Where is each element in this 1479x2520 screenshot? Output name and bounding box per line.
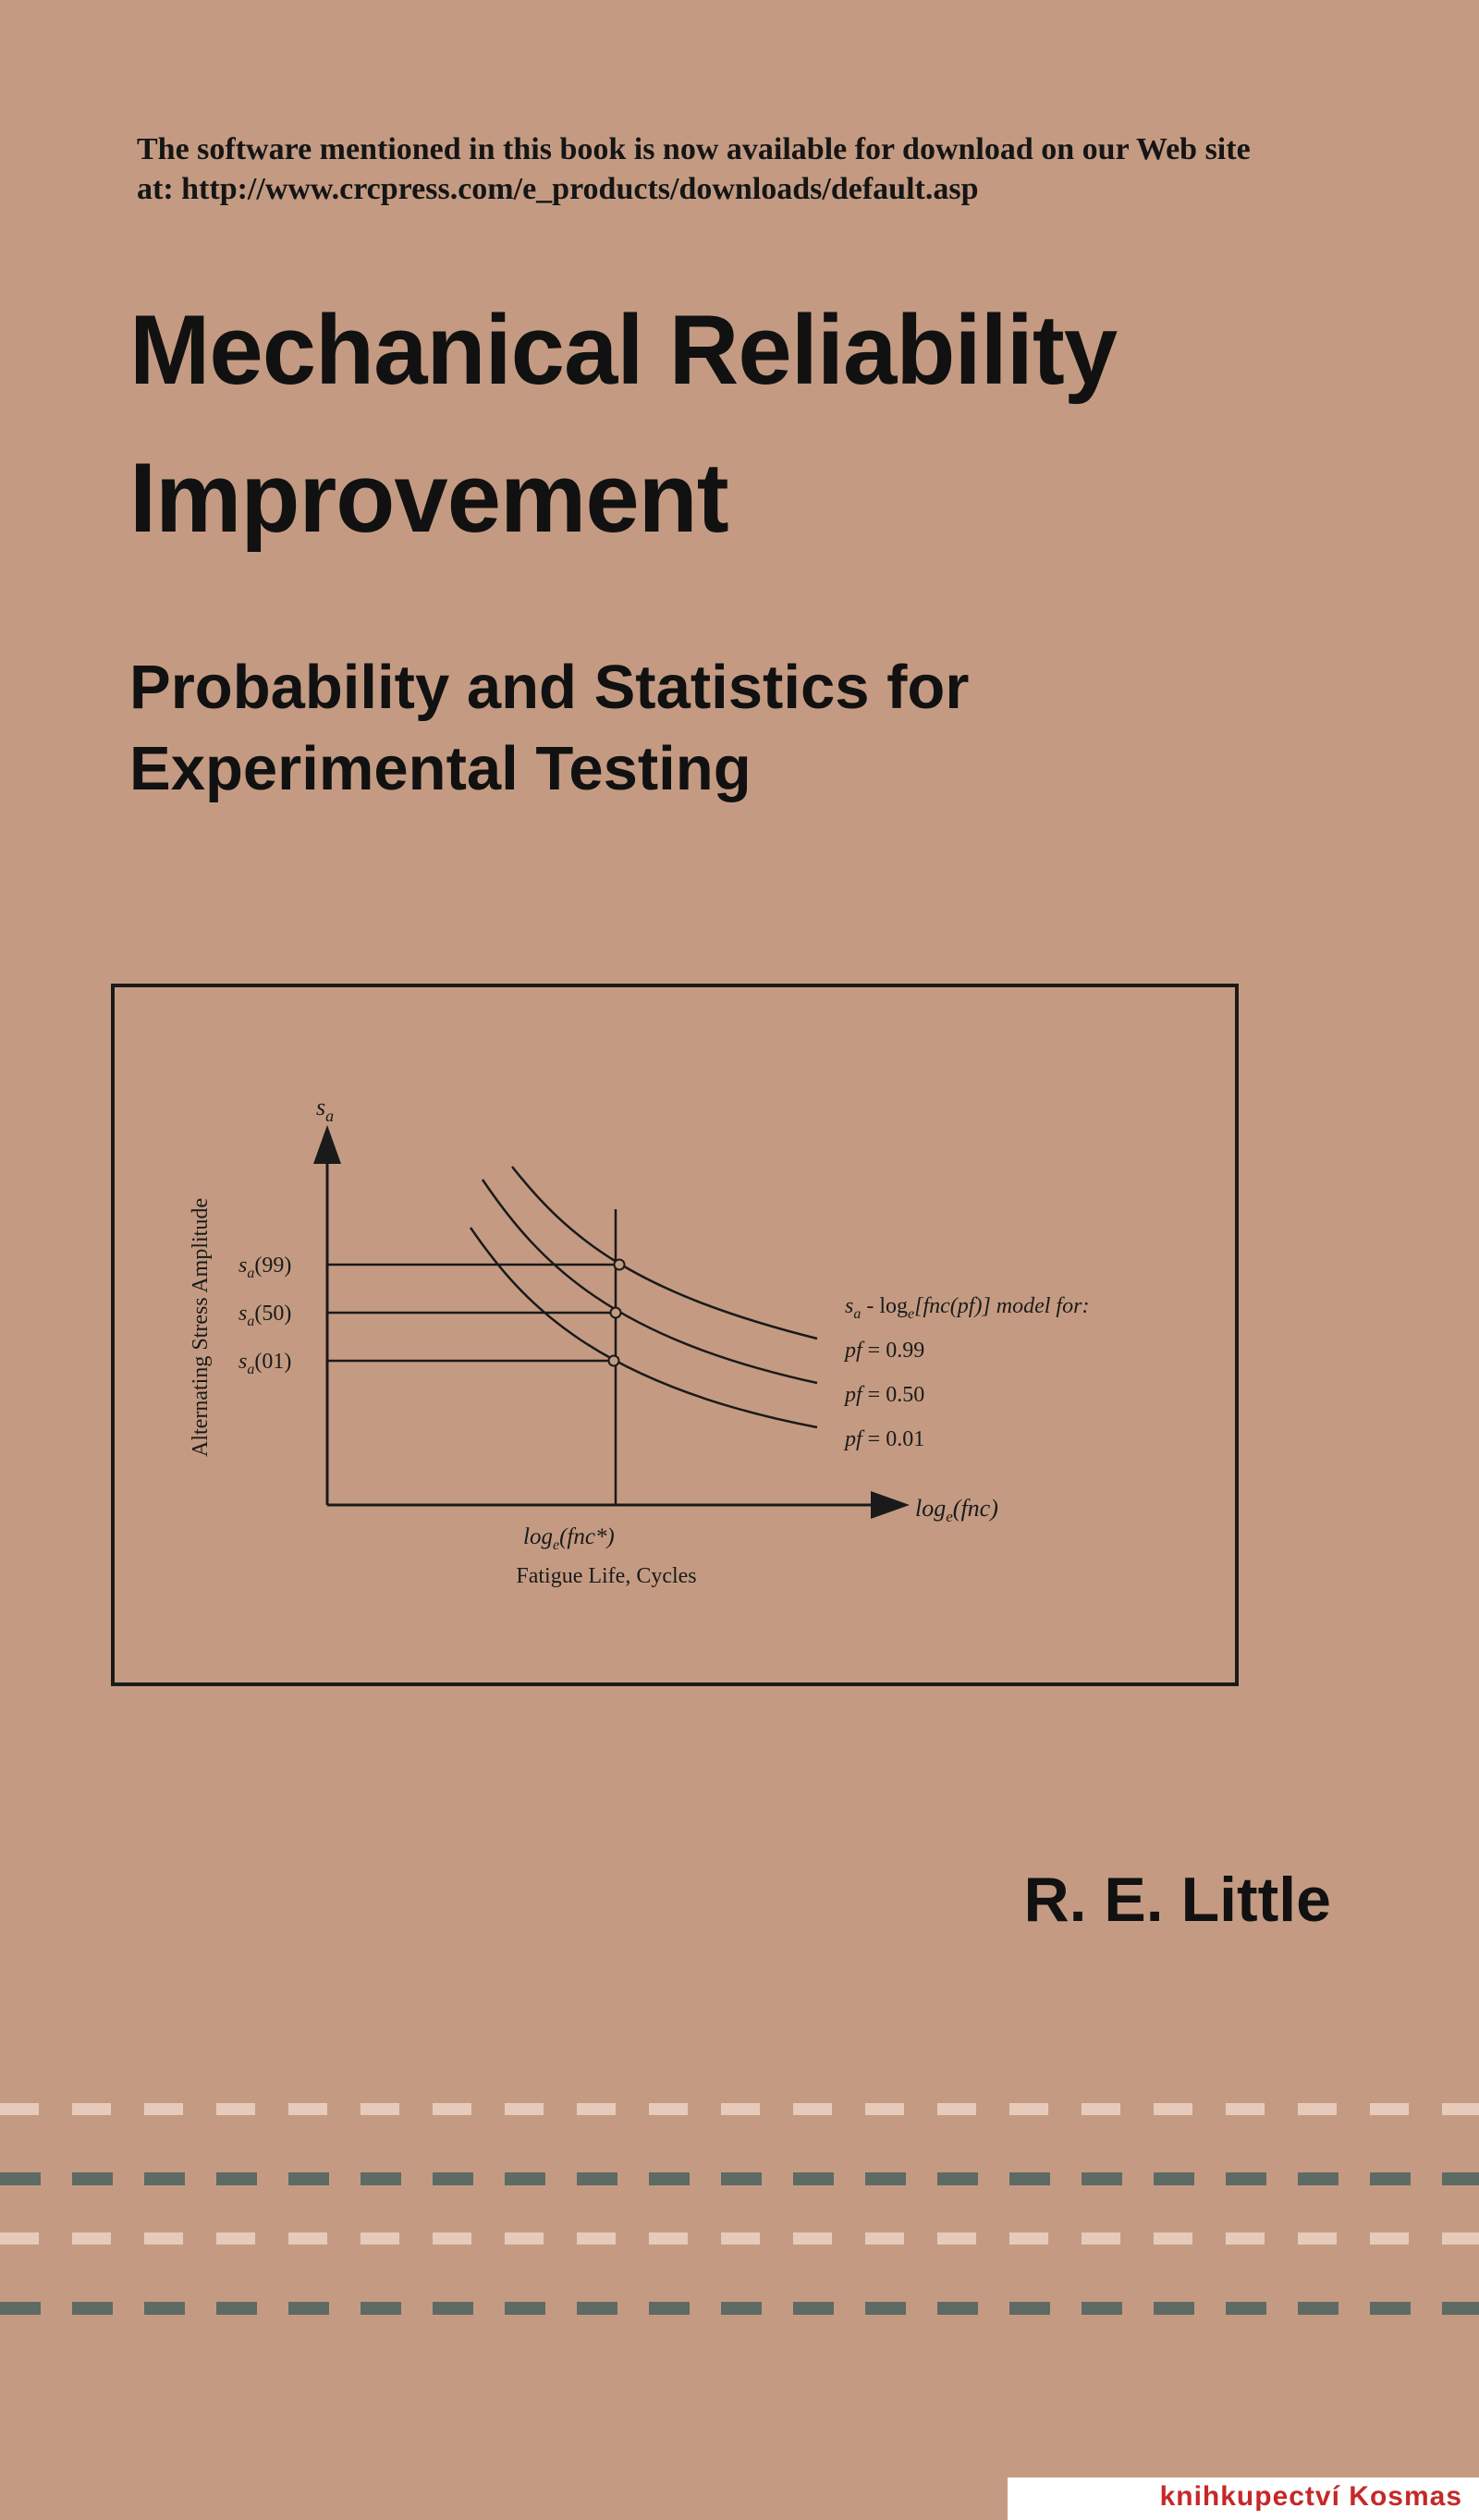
point-s01 — [607, 1354, 620, 1367]
subtitle-line-2: Experimental Testing — [129, 734, 752, 803]
label-pf-050: pf = 0.50 — [843, 1383, 924, 1407]
watermark-text: knihkupectví Kosmas — [1159, 2481, 1462, 2512]
decorative-dash-row-2 — [0, 2172, 1479, 2185]
book-subtitle: Probability and Statistics for Experimen… — [129, 647, 1331, 810]
book-title: Mechanical Reliability Improvement — [129, 275, 1398, 571]
tick-s01: sa(01) — [238, 1350, 291, 1377]
software-download-notice: The software mentioned in this book is n… — [137, 129, 1375, 209]
decorative-dash-row-4 — [0, 2302, 1479, 2315]
legend-title: sa - loge[fnc(pf)] model for: — [845, 1294, 1089, 1322]
subtitle-line-1: Probability and Statistics for — [129, 653, 970, 722]
decorative-dash-row-3 — [0, 2233, 1479, 2245]
curve-pf-050 — [481, 1179, 818, 1385]
notice-line-2: at: http://www.crcpress.com/e_products/d… — [137, 172, 979, 206]
label-pf-001: pf = 0.01 — [843, 1427, 924, 1451]
x-axis-label: Fatigue Life, Cycles — [516, 1564, 696, 1588]
notice-line-1: The software mentioned in this book is n… — [137, 132, 1251, 166]
x-axis-symbol: loge(fnc) — [915, 1495, 998, 1525]
decorative-dash-row-1 — [0, 2103, 1479, 2115]
label-pf-099: pf = 0.99 — [843, 1339, 924, 1363]
y-axis-label: Alternating Stress Amplitude — [189, 1198, 213, 1457]
tick-s99: sa(99) — [238, 1254, 291, 1281]
curve-pf-001 — [469, 1227, 818, 1429]
fatigue-life-diagram: sa Alternating Stress Amplitude sa(99) s… — [189, 1094, 1089, 1588]
cover-figure: sa Alternating Stress Amplitude sa(99) s… — [111, 984, 1239, 1686]
store-watermark: knihkupectví Kosmas — [1008, 2477, 1479, 2520]
title-line-2: Improvement — [129, 442, 729, 553]
tick-s50: sa(50) — [238, 1302, 291, 1329]
title-line-1: Mechanical Reliability — [129, 294, 1118, 405]
point-s50 — [609, 1306, 622, 1319]
y-axis-symbol: sa — [316, 1094, 334, 1125]
x-marker-label: loge(fnc*) — [523, 1524, 615, 1553]
author-name: R. E. Little — [1023, 1865, 1331, 1935]
point-s99 — [613, 1258, 626, 1271]
